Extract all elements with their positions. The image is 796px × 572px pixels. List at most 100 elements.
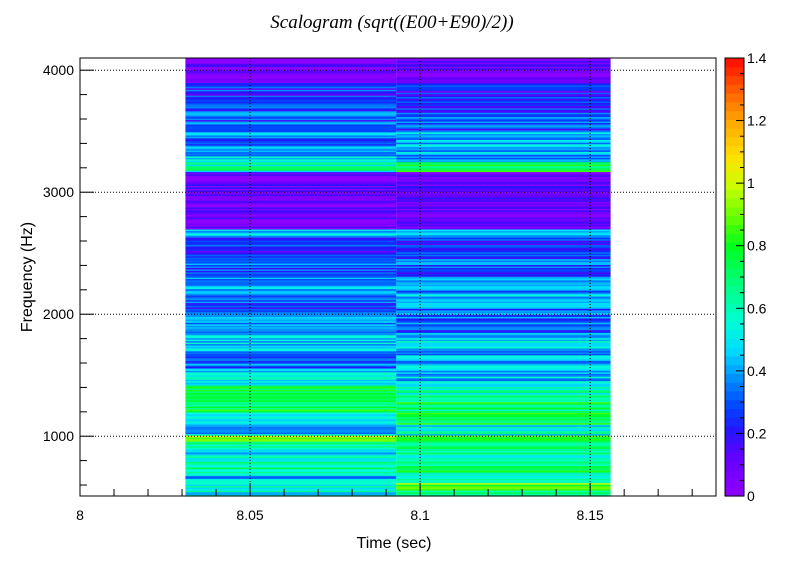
heatmap-cell <box>396 112 611 115</box>
heatmap-cell <box>396 287 611 290</box>
heatmap-cell <box>185 148 397 151</box>
heatmap-cell <box>185 70 397 73</box>
colorbar-swatch <box>725 128 744 138</box>
heatmap-cell <box>185 146 397 149</box>
heatmap-cell <box>396 242 611 246</box>
heatmap-cell <box>185 482 397 485</box>
heatmap-cell <box>185 366 397 369</box>
heatmap-cell <box>185 281 397 284</box>
heatmap-cell <box>396 316 611 319</box>
heatmap-cell <box>396 225 611 228</box>
heatmap-cell <box>396 368 611 371</box>
heatmap-cell <box>185 390 397 393</box>
colorbar-swatch <box>725 373 744 383</box>
heatmap-cell <box>185 212 397 215</box>
heatmap-cell <box>185 309 397 312</box>
heatmap-cell <box>396 349 611 352</box>
y-tick-label: 1000 <box>43 428 74 444</box>
heatmap-cell <box>396 212 611 215</box>
heatmap-cell <box>396 424 611 426</box>
heatmap-cell <box>396 326 611 329</box>
heatmap-cell <box>185 407 397 410</box>
heatmap-cell <box>185 287 397 290</box>
heatmap-cell <box>396 359 611 362</box>
heatmap-cell <box>185 442 397 445</box>
heatmap-cell <box>185 308 397 311</box>
heatmap-cell <box>185 403 397 406</box>
heatmap-cell <box>185 170 397 173</box>
heatmap-cell <box>185 481 397 484</box>
heatmap-cell <box>185 408 397 411</box>
heatmap-cell <box>396 247 611 250</box>
heatmap-cell <box>396 87 611 90</box>
colorbar-swatch <box>725 303 744 313</box>
heatmap-cell <box>396 469 611 472</box>
heatmap-cell <box>396 113 611 116</box>
heatmap-cell <box>396 473 611 476</box>
heatmap-cell <box>396 70 611 73</box>
heatmap-cell <box>396 241 611 244</box>
heatmap-cell <box>185 67 397 70</box>
heatmap-cell <box>185 93 397 96</box>
heatmap-cell <box>185 238 397 241</box>
heatmap-cell <box>396 215 611 218</box>
heatmap-cell <box>396 222 611 226</box>
heatmap-cell <box>396 396 611 399</box>
heatmap-cell <box>185 92 397 95</box>
heatmap-cell <box>396 158 611 161</box>
heatmap-cell <box>396 84 611 87</box>
heatmap-cell <box>185 260 397 263</box>
heatmap-cell <box>396 188 611 191</box>
heatmap-cell <box>185 424 397 427</box>
colorbar-swatch <box>725 312 744 322</box>
heatmap-cell <box>396 322 611 325</box>
heatmap-cell <box>396 308 611 311</box>
heatmap-cell <box>396 179 611 182</box>
heatmap-cell <box>396 64 611 67</box>
heatmap-cell <box>396 379 611 382</box>
heatmap-cell <box>396 106 611 109</box>
heatmap-cell <box>185 401 397 404</box>
heatmap-cell <box>396 67 611 70</box>
heatmap-cell <box>396 376 611 379</box>
heatmap-cell <box>185 295 397 298</box>
heatmap-cell <box>396 453 611 456</box>
colorbar-swatch <box>725 469 744 480</box>
heatmap-cell <box>396 58 611 60</box>
x-tick-label: 8 <box>76 507 84 523</box>
heatmap-cell <box>185 478 397 481</box>
heatmap-cell <box>396 461 611 464</box>
heatmap-cell <box>185 433 397 436</box>
heatmap-cell <box>396 93 611 96</box>
colorbar-swatch <box>725 58 744 68</box>
heatmap-cell <box>396 380 611 383</box>
heatmap-cell <box>396 152 611 155</box>
heatmap-cell <box>396 295 611 298</box>
colorbar-swatch <box>725 408 744 418</box>
heatmap-cell <box>185 472 397 475</box>
heatmap-cell <box>396 209 611 212</box>
heatmap-cell <box>185 479 397 482</box>
heatmap-cell <box>185 125 397 128</box>
heatmap-cell <box>396 139 611 142</box>
heatmap-cell <box>185 448 397 451</box>
heatmap-cell <box>396 340 611 343</box>
heatmap-cell <box>396 472 611 475</box>
heatmap-cell <box>185 78 397 81</box>
colorbar-swatch <box>725 110 744 120</box>
heatmap-cell <box>185 302 397 305</box>
heatmap-cell <box>185 98 397 101</box>
heatmap-cell <box>185 490 397 493</box>
heatmap-cell <box>396 291 611 294</box>
heatmap-cell <box>185 155 397 158</box>
heatmap-cell <box>396 204 611 206</box>
heatmap-cell <box>185 186 397 189</box>
heatmap-cell <box>396 125 611 128</box>
colorbar-swatch <box>725 241 744 252</box>
heatmap-cell <box>185 363 397 366</box>
heatmap-cell <box>185 154 397 157</box>
heatmap-cell <box>396 105 611 108</box>
heatmap-cell <box>396 137 611 140</box>
heatmap-cell <box>185 225 397 228</box>
heatmap-cell <box>185 234 397 237</box>
